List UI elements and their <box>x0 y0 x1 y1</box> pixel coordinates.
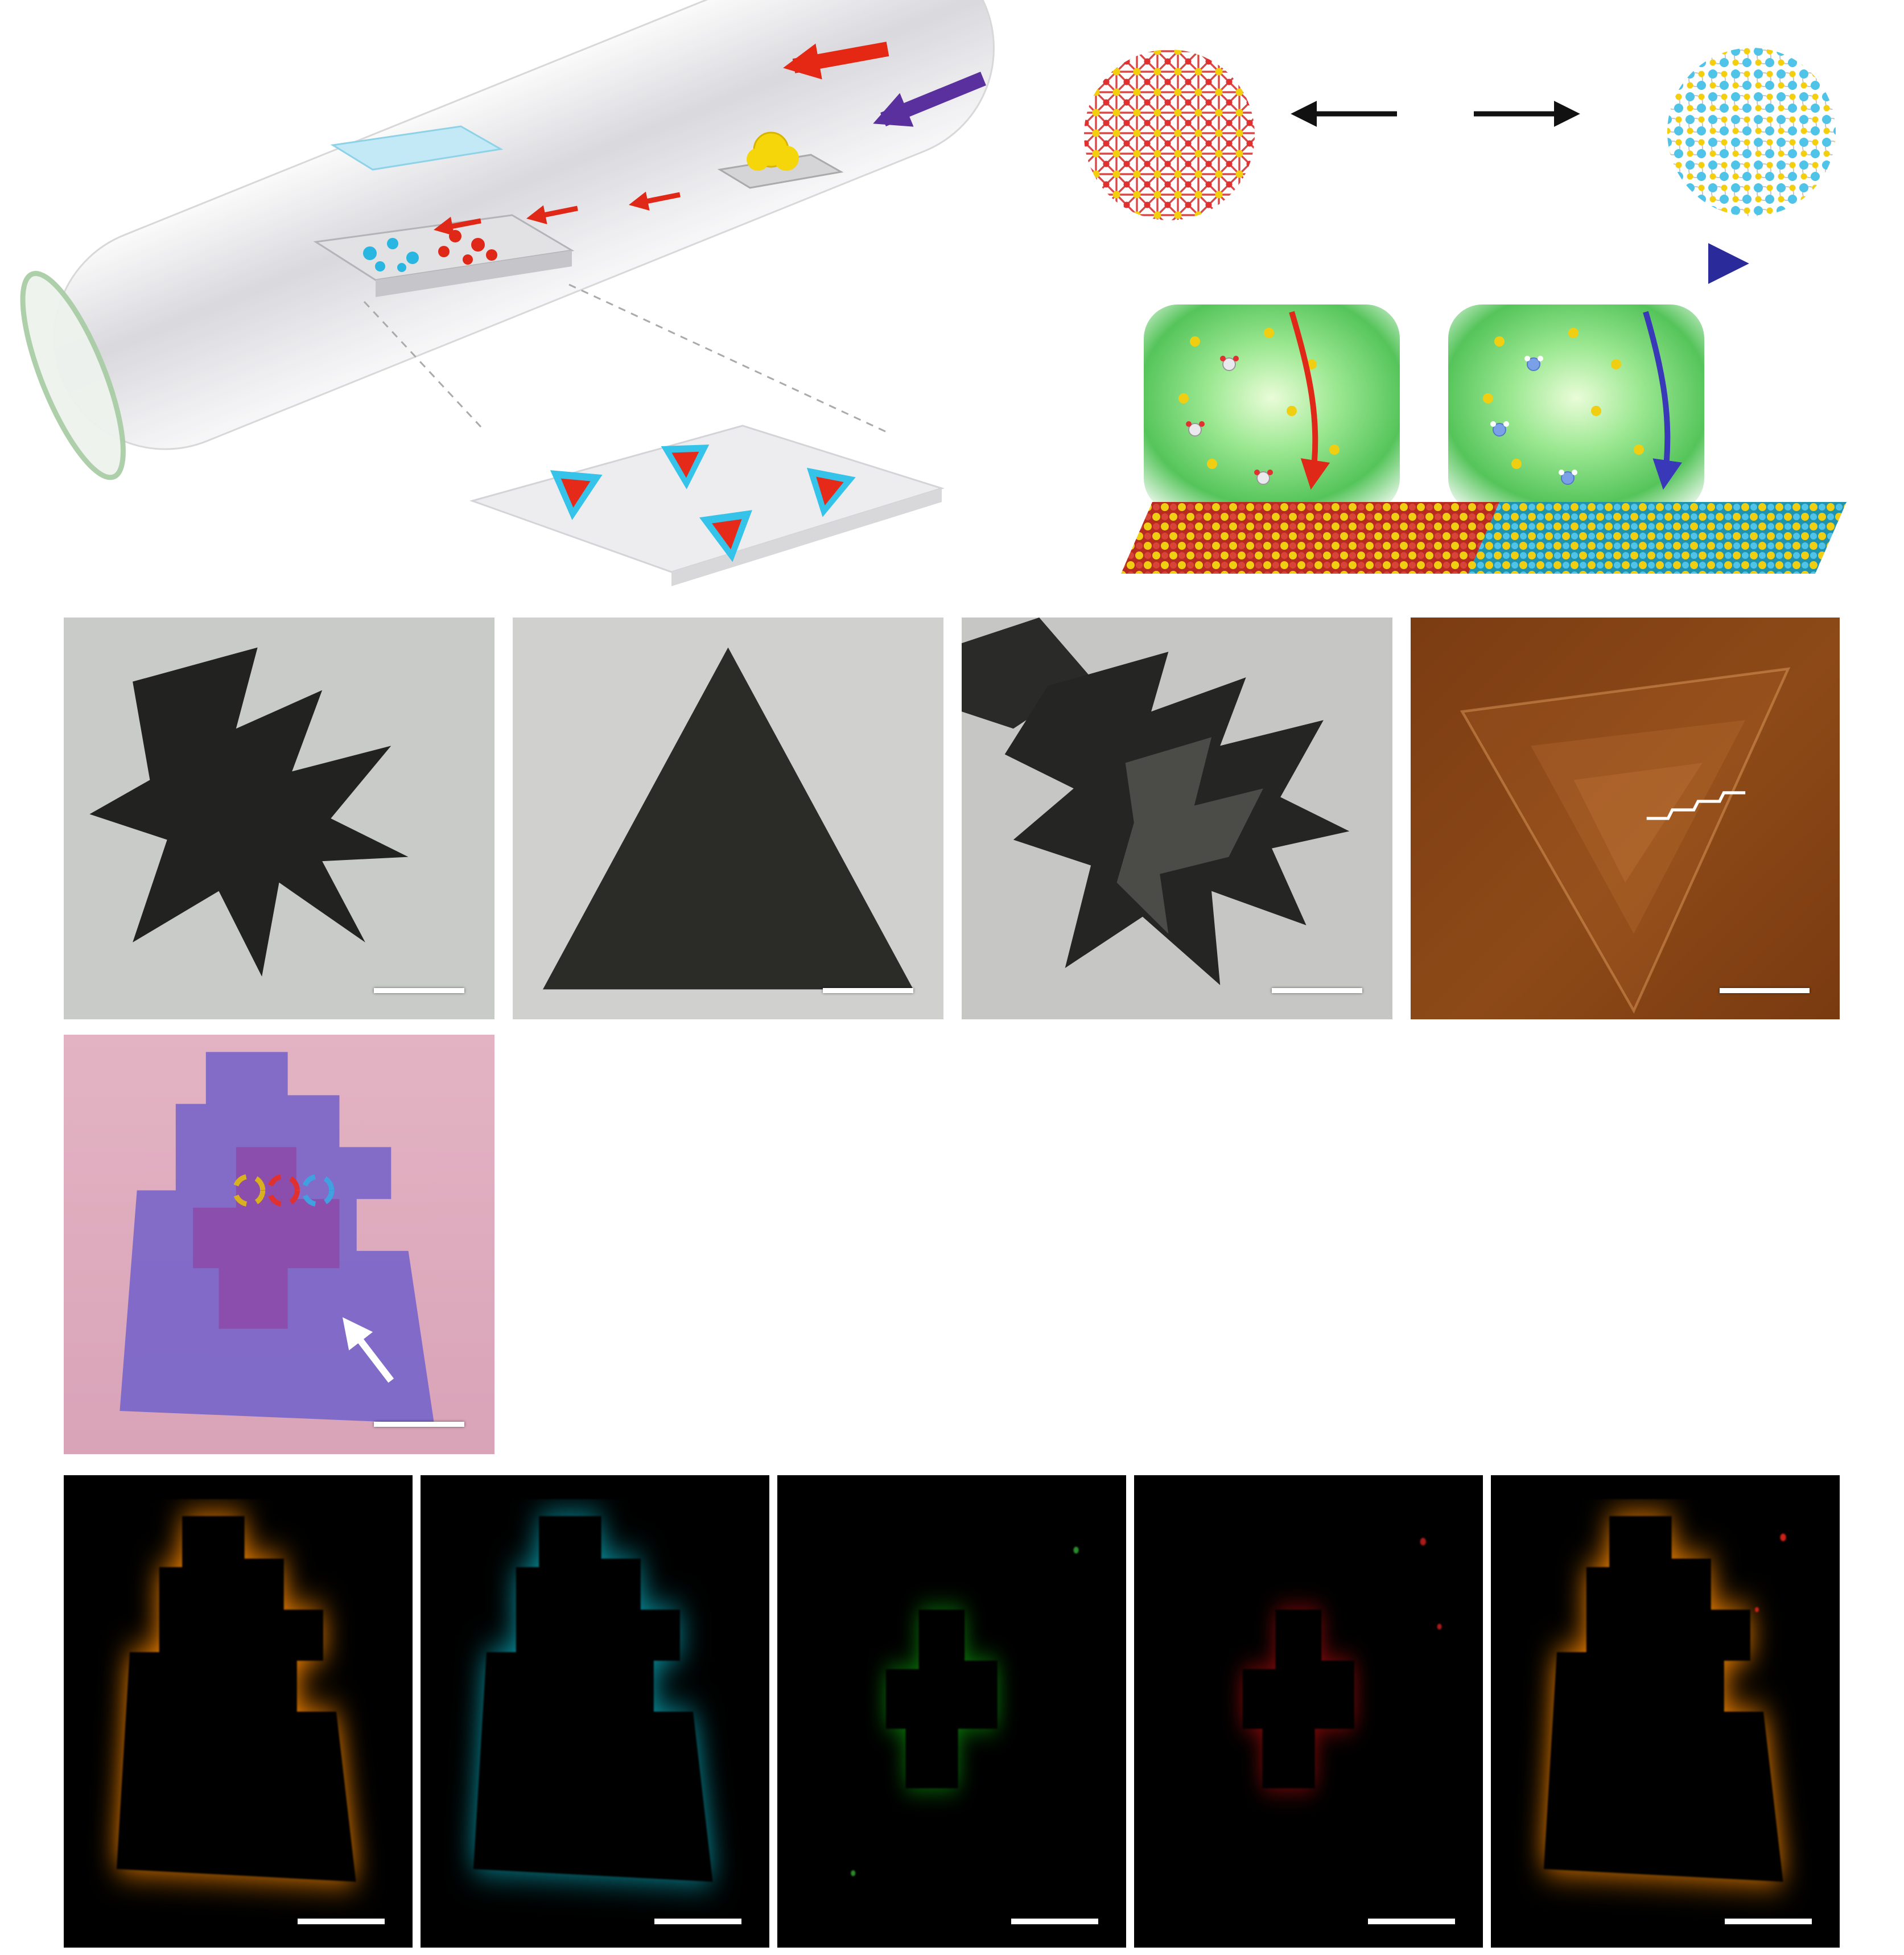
panel-e <box>962 618 1392 1019</box>
stage1-molecules <box>1178 328 1340 485</box>
legend-swatch <box>1115 1070 1156 1075</box>
panel-n-raman-map <box>1491 1475 1840 1948</box>
scale-bar <box>654 1918 741 1924</box>
panel-l-raman-map <box>777 1475 1126 1948</box>
ws2-layer-strip <box>1468 502 1847 574</box>
legend-swatch <box>1115 1047 1156 1052</box>
quartz-tube-icon <box>20 0 995 480</box>
pl-spectra-plot <box>1317 1038 1889 1386</box>
growth-mechanism-schematic <box>1084 48 1847 574</box>
scale-bar <box>1272 988 1363 994</box>
raman-map-213 <box>1243 1537 1443 1788</box>
legend-item <box>1115 1047 1167 1052</box>
legend-item <box>1115 1070 1167 1075</box>
pl-plot-area <box>1317 1038 1889 1386</box>
afm-image <box>1460 667 1791 1014</box>
panel-k-raman-map <box>421 1475 769 1948</box>
height-profile-line <box>1646 791 1746 820</box>
res2-layer-strip <box>1121 502 1499 574</box>
ar-flow-arrow <box>783 42 889 80</box>
scale-bar <box>297 1918 385 1924</box>
panel-f <box>1411 618 1840 1019</box>
afm-flake-outline <box>1531 720 1746 934</box>
panel-a <box>0 0 996 604</box>
ar-h2-flow-arrow <box>873 71 986 127</box>
legend-swatch <box>1820 1059 1861 1063</box>
raman-plot-area <box>619 1038 1183 1386</box>
raman-map-355 <box>473 1516 713 1882</box>
legend-swatch <box>1820 1070 1861 1075</box>
afm-flake-outline <box>1573 763 1703 883</box>
stage2-molecules <box>1483 328 1644 485</box>
optical-heterojunction-image <box>119 1052 435 1424</box>
scale-bar <box>374 1422 465 1427</box>
scale-bar <box>1719 988 1810 994</box>
panel-m-raman-map <box>1134 1475 1483 1948</box>
panel-b <box>1024 0 1904 604</box>
pl-legend <box>1820 1047 1872 1075</box>
wo3x-arrow <box>1643 311 1682 490</box>
res2-flake-image <box>89 647 409 977</box>
legend-swatch <box>1820 1047 1861 1052</box>
laser-spot-marker <box>301 1174 335 1207</box>
raman-map-161 <box>851 1546 1079 1876</box>
panel-d <box>513 618 943 1019</box>
cvd-furnace-schematic <box>20 0 995 586</box>
afm-flake-outline <box>1460 667 1791 1014</box>
panel-g <box>64 1035 494 1454</box>
laser-spot-marker <box>232 1174 266 1207</box>
res2-map-region <box>886 1609 998 1788</box>
scale-bar <box>1011 1918 1098 1924</box>
legend-item <box>1115 1059 1167 1063</box>
raman-legend <box>1115 1047 1167 1075</box>
ws2-flake-image <box>542 647 914 990</box>
heterostructure-flake-image <box>962 618 1350 985</box>
legend-item <box>1820 1047 1872 1052</box>
panel-h-raman-chart <box>566 1035 1188 1459</box>
stage2-reaction-zone <box>1448 304 1704 512</box>
scale-bar <box>374 988 465 994</box>
vapor-transport-arrows <box>433 191 681 236</box>
raman-map-418 <box>117 1516 356 1882</box>
res2-map-region <box>1243 1609 1355 1788</box>
legend-item <box>1820 1070 1872 1075</box>
legend-item <box>1820 1059 1872 1063</box>
panel-i-pl-chart <box>1260 1035 1895 1459</box>
corner-flake-shape <box>962 618 1091 729</box>
legend-swatch <box>1115 1059 1156 1063</box>
raman-spectra-plot <box>619 1038 1183 1386</box>
res2-lattice-model <box>1084 50 1255 220</box>
re2o7-arrow <box>1289 311 1330 490</box>
scale-bar <box>823 988 914 994</box>
panel-c <box>64 618 494 1019</box>
zoom-guide-line <box>363 301 482 428</box>
ws2-pointer-arrow <box>342 1317 394 1383</box>
raman-map-combined <box>1544 1516 1787 1882</box>
zoom-guide-line <box>568 283 888 434</box>
sapphire-substrate-icon <box>330 125 504 171</box>
stage1-reaction-zone <box>1144 304 1400 512</box>
res2-flake-shape <box>89 647 409 977</box>
precursor-boat-icon <box>313 214 575 297</box>
scale-bar <box>1367 1918 1455 1924</box>
ws2-triangle-shape <box>542 647 914 990</box>
heterojunction-substrate-icon <box>469 425 945 586</box>
scale-bar <box>1724 1918 1812 1924</box>
sulfur-source-icon <box>717 131 844 189</box>
res2-region-shape <box>1116 737 1263 934</box>
ws2-lattice-model <box>1667 48 1836 216</box>
laser-spot-marker <box>267 1174 300 1207</box>
panel-j-raman-map <box>64 1475 413 1948</box>
